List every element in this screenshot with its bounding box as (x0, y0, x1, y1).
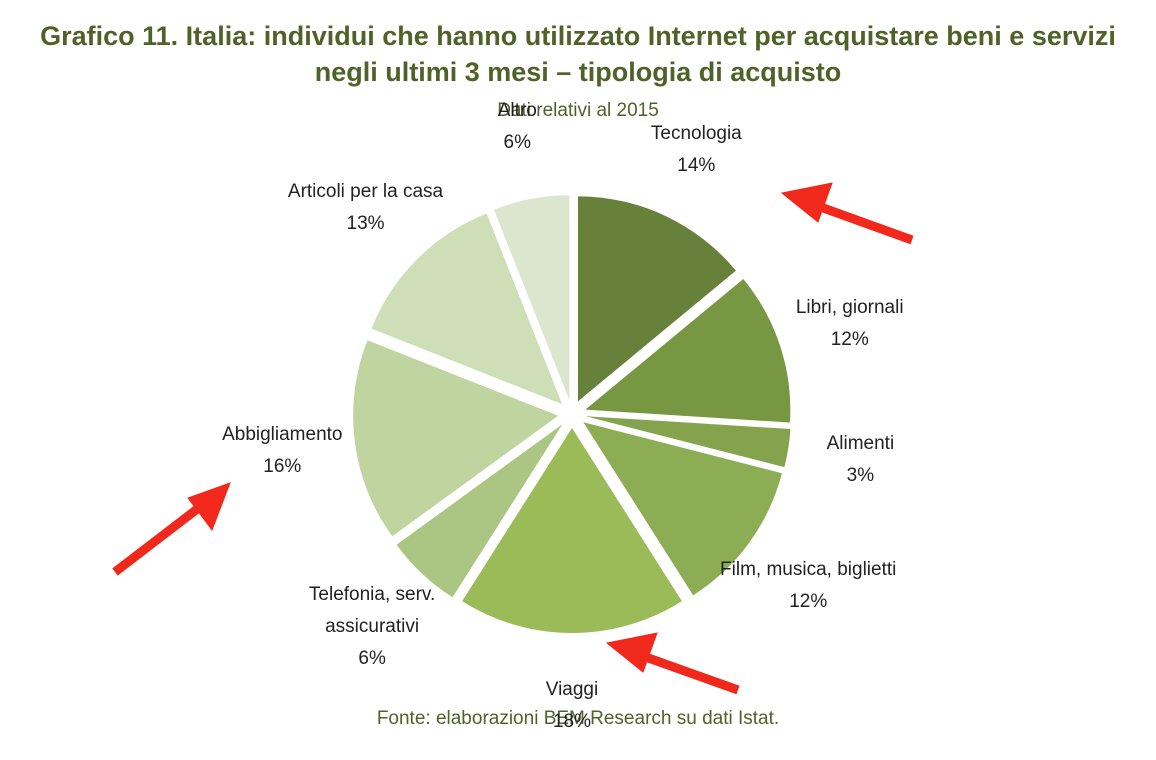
category-label: Articoli per la casa (287, 180, 444, 202)
pie-slice (493, 195, 570, 401)
pie-slice (396, 424, 563, 598)
category-label: Altro (497, 100, 537, 122)
category-label: Film, musica, biglietti (720, 558, 897, 580)
pie-slice (462, 428, 682, 633)
source-note: Fonte: elaborazioni BEM Research su dati… (376, 708, 780, 729)
value-label: 3% (846, 464, 875, 486)
annotation-arrows (112, 182, 914, 695)
slice-label: Film, musica, biglietti 12% (708, 554, 908, 618)
arrow (112, 499, 208, 576)
arrow-head (187, 482, 231, 532)
category-label: Alimenti (826, 432, 895, 454)
pie-slice (353, 340, 559, 537)
chart-title: Grafico 11. Italia: individui che hanno … (40, 21, 1116, 87)
value-label: 6% (503, 132, 532, 154)
pie-slice (577, 196, 736, 402)
slice-label: Alimenti 3% (760, 428, 960, 492)
chart-subtitle: Dati relativi al 2015 (497, 100, 659, 121)
category-label: Tecnologia (650, 122, 742, 144)
slice-label: Articoli per la casa 13% (266, 176, 466, 240)
value-label: 6% (358, 647, 386, 669)
category-label: Abbigliamento (222, 423, 343, 445)
pie-slice (585, 416, 791, 468)
pie-slice (583, 422, 782, 596)
arrow-head (605, 632, 658, 673)
value-label: 16% (263, 455, 302, 477)
slice-label: Viaggi 18% (472, 674, 672, 738)
value-label: 13% (346, 212, 385, 234)
pie-slice (371, 213, 563, 405)
value-label: 12% (830, 328, 869, 350)
slice-label: Telefonia, serv. assicurativi 6% (272, 579, 472, 675)
category-label: Viaggi (545, 679, 599, 700)
slice-label: Libri, giornali 12% (750, 292, 950, 356)
slice-label: Altro 6% (417, 95, 617, 159)
pie-slice (585, 279, 791, 423)
value-label: 18% (552, 711, 592, 732)
arrow (813, 200, 914, 245)
arrow (638, 650, 740, 695)
value-label: 14% (677, 154, 716, 176)
slice-label: Tecnologia 14% (596, 118, 796, 182)
arrow-head (780, 182, 833, 223)
category-label: Libri, giornali (795, 296, 904, 318)
slice-label: Abbigliamento 16% (182, 419, 382, 483)
category-label: Telefonia, serv. assicurativi (308, 583, 436, 637)
value-label: 12% (789, 590, 828, 612)
